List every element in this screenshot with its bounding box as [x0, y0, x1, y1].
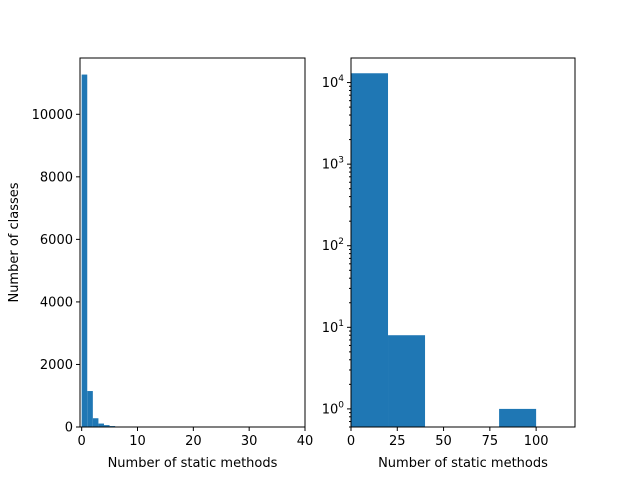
x-tick-label-1-1: 25: [389, 434, 406, 449]
histogram-bar-1-2: [499, 408, 537, 427]
histogram-bar-1-1: [388, 335, 426, 427]
y-tick-label-1-0: 100: [322, 400, 345, 417]
x-tick-label-1-2: 50: [435, 434, 452, 449]
left-histogram-ticks: 0 10 20 30 40 0 2000 4000 6000 8000 10000: [32, 108, 314, 449]
left-y-axis-label: Number of classes: [7, 182, 22, 302]
y-tick-label-0-4: 8000: [40, 170, 73, 185]
histogram-bar-0-3: [98, 423, 104, 427]
right-histogram-panel: 0 25 50 75 100 100 101 102 103 104 Number of stat…: [322, 57, 576, 471]
x-tick-label-0-1: 10: [129, 434, 146, 449]
x-tick-label-0-0: 0: [78, 434, 86, 449]
x-tick-label-1-0: 0: [347, 434, 355, 449]
histogram-bar-0-1: [87, 391, 93, 427]
histogram-bar-0-4: [104, 425, 110, 427]
y-tick-label-0-0: 0: [65, 421, 73, 436]
left-plot-frame: [79, 57, 306, 428]
y-tick-label-0-5: 10000: [32, 108, 73, 123]
x-tick-label-0-4: 40: [297, 434, 314, 449]
right-histogram-ticks: 0 25 50 75 100 100 101 102 103 104: [322, 74, 549, 449]
y-tick-label-0-1: 2000: [40, 358, 73, 373]
x-tick-label-1-4: 100: [524, 434, 549, 449]
left-x-axis-label: Number of static methods: [108, 456, 278, 471]
histogram-bar-0-0: [81, 74, 88, 427]
x-tick-label-1-3: 75: [482, 434, 499, 449]
y-tick-label-1-4: 104: [322, 74, 345, 91]
y-tick-label-1-3: 103: [322, 156, 344, 173]
y-tick-label-0-3: 6000: [40, 233, 73, 248]
histogram-bar-0-2: [92, 418, 99, 427]
x-tick-label-0-2: 20: [185, 434, 202, 449]
y-tick-label-0-2: 4000: [40, 295, 73, 310]
right-histogram-bars: [351, 73, 537, 427]
x-tick-label-0-3: 30: [241, 434, 258, 449]
y-tick-label-1-2: 102: [322, 237, 344, 254]
histogram-bar-1-0: [351, 73, 389, 427]
left-histogram-panel: 0 10 20 30 40 0 2000 4000 6000 8000 10000 Number o…: [7, 57, 314, 471]
y-tick-label-1-1: 101: [322, 319, 344, 336]
right-x-axis-label: Number of static methods: [378, 456, 548, 471]
right-plot-frame: [350, 57, 576, 428]
